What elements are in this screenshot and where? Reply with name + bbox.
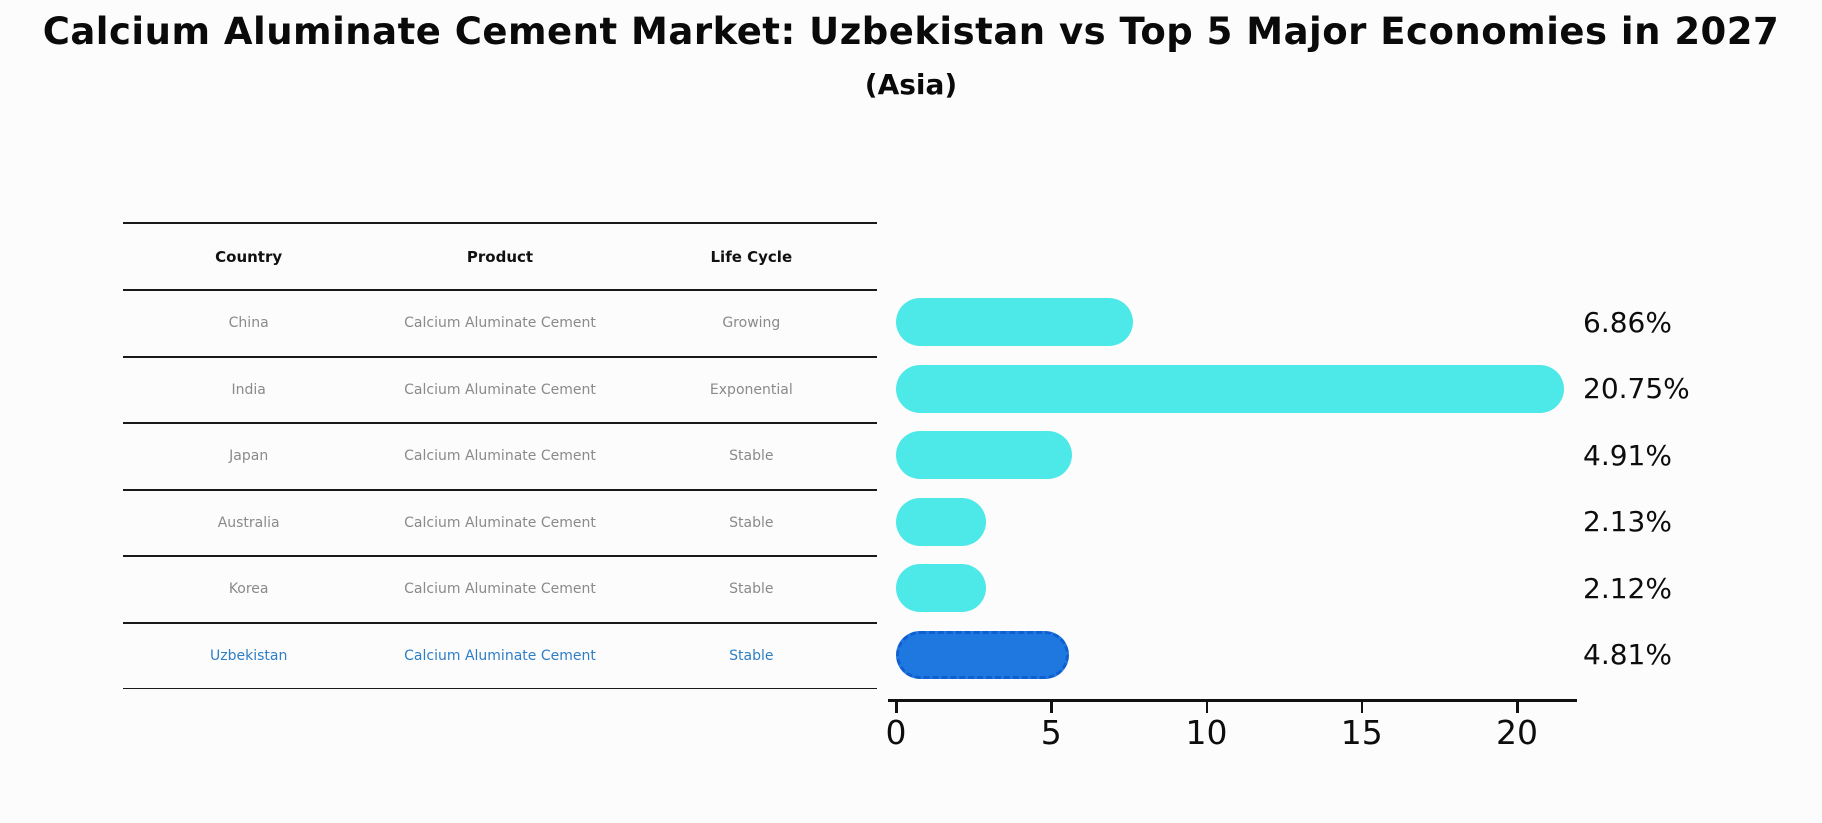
- chart-subtitle: (Asia): [864, 68, 958, 101]
- value-labels: 6.86% 20.75% 4.91% 2.13% 2.12% 4.81%: [1583, 289, 1803, 688]
- bar-japan: [896, 431, 1073, 480]
- x-tick-label: 20: [1496, 713, 1538, 752]
- value-label-india: 20.75%: [1583, 372, 1690, 406]
- tick-mark: [895, 702, 898, 713]
- table-row: India Calcium Aluminate Cement Exponenti…: [123, 358, 877, 424]
- cell-country: Australia: [217, 514, 280, 531]
- bar-korea: [896, 564, 986, 613]
- column-header-life-cycle: Life Cycle: [710, 247, 793, 266]
- x-tick-label: 15: [1340, 713, 1383, 752]
- cell-life-cycle: Stable: [729, 514, 774, 531]
- table-header-row: Country Product Life Cycle: [123, 224, 877, 291]
- cell-life-cycle: Exponential: [709, 381, 793, 398]
- table-row: Australia Calcium Aluminate Cement Stabl…: [123, 491, 877, 557]
- column-header-product: Product: [466, 247, 534, 266]
- tick-mark: [1360, 702, 1364, 713]
- value-label-korea: 2.12%: [1583, 571, 1672, 605]
- cell-product: Calcium Aluminate Cement: [404, 647, 596, 664]
- column-header-country: Country: [215, 247, 283, 266]
- x-axis-ticks: 0 5 10 15 20: [886, 699, 1576, 759]
- cell-life-cycle: Stable: [729, 448, 774, 465]
- cell-life-cycle: Stable: [729, 647, 774, 664]
- cell-product: Calcium Aluminate Cement: [404, 581, 596, 598]
- bar-chart: [896, 289, 1576, 688]
- bar-uzbekistan: [896, 630, 1070, 679]
- x-tick-label: 5: [1040, 713, 1062, 752]
- table-row: China Calcium Aluminate Cement Growing: [123, 291, 877, 358]
- bar-india: [896, 364, 1565, 413]
- cell-country: India: [231, 381, 266, 398]
- table-row: Japan Calcium Aluminate Cement Stable: [123, 424, 877, 491]
- cell-country: Korea: [228, 581, 269, 598]
- cell-life-cycle: Growing: [722, 315, 781, 332]
- cell-country: China: [228, 315, 269, 332]
- cell-life-cycle: Stable: [729, 581, 774, 598]
- x-tick-label: 0: [885, 713, 907, 752]
- value-label-australia: 2.13%: [1583, 505, 1672, 539]
- cell-product: Calcium Aluminate Cement: [404, 448, 596, 465]
- value-label-uzbekistan: 4.81%: [1583, 638, 1672, 672]
- tick-mark: [1050, 702, 1053, 713]
- table-row-uzbekistan: Uzbekistan Calcium Aluminate Cement Stab…: [123, 624, 877, 689]
- bar-china: [896, 298, 1133, 347]
- x-axis-line: [888, 699, 1577, 702]
- cell-country: Japan: [229, 448, 269, 465]
- table-row: Korea Calcium Aluminate Cement Stable: [123, 557, 877, 624]
- info-table: Country Product Life Cycle China Calcium…: [123, 222, 877, 689]
- chart-title: Calcium Aluminate Cement Market: Uzbekis…: [42, 10, 1780, 53]
- value-label-china: 6.86%: [1583, 305, 1672, 339]
- cell-country: Uzbekistan: [210, 647, 288, 664]
- cell-product: Calcium Aluminate Cement: [404, 381, 596, 398]
- x-tick-label: 10: [1185, 713, 1228, 752]
- cell-product: Calcium Aluminate Cement: [404, 514, 596, 531]
- tick-mark: [1516, 702, 1519, 713]
- bar-australia: [896, 497, 987, 546]
- cell-product: Calcium Aluminate Cement: [404, 315, 596, 332]
- value-label-japan: 4.91%: [1583, 438, 1672, 472]
- tick-mark: [1205, 702, 1208, 713]
